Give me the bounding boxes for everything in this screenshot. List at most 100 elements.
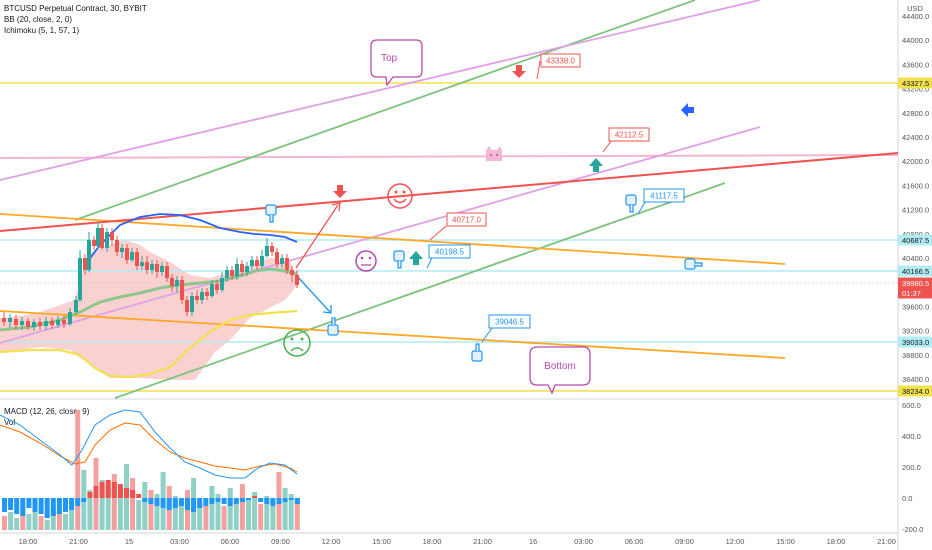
candle-body (190, 296, 194, 312)
macd-histogram-bar (136, 494, 142, 498)
volume-bar (56, 512, 62, 530)
volume-bar (288, 494, 294, 530)
price-level-text: 40687.5 (902, 236, 929, 245)
green-channel-lower[interactable] (114, 182, 726, 399)
projection-down-arrowhead (322, 305, 332, 314)
volume-bar (270, 502, 276, 530)
macd-histogram-bar (44, 498, 50, 518)
candle-body (26, 321, 30, 327)
callout-40717[interactable]: 40717.0 (429, 212, 487, 241)
macd-histogram-bar (32, 498, 38, 512)
macd-histogram-bar (154, 498, 160, 506)
orange-channel-lower[interactable] (0, 310, 786, 359)
price-tick-label: 38400.0 (902, 375, 929, 384)
price-tick-label: 42000.0 (902, 157, 929, 166)
price-tick-label: 44400.0 (902, 12, 929, 21)
volume-bar (221, 506, 227, 530)
svg-text:43338.0: 43338.0 (546, 57, 575, 66)
callout-39046[interactable]: 39046.5 (481, 314, 531, 343)
up-arrow-marker[interactable] (589, 158, 603, 172)
candle-body (280, 258, 284, 264)
macd-histogram-bar (178, 498, 184, 506)
callout-41117[interactable]: 41117.5 (637, 188, 685, 215)
candle-body (205, 292, 209, 296)
volume-bar (32, 510, 38, 530)
hand-pointer-icon[interactable] (684, 258, 703, 270)
macd-histogram-bar (191, 498, 197, 512)
macd-histogram-bar (124, 488, 129, 498)
candle-body (14, 319, 18, 325)
candle-body (96, 228, 100, 246)
macd-histogram-bar (20, 498, 26, 516)
hand-pointer-icon[interactable] (393, 250, 405, 269)
candle-body (170, 278, 174, 286)
hand-pointer-icon[interactable] (471, 343, 483, 362)
candle-body (165, 266, 169, 278)
currency-label: USD (907, 4, 923, 13)
hand-pointer-icon[interactable] (265, 204, 277, 223)
candle-body (56, 320, 60, 325)
time-tick-label: 15 (125, 537, 133, 546)
price-axis[interactable]: 44400.0 44000.0 43600.0 43200.0 42800.0 42400… (902, 12, 929, 384)
volume-indicator-label[interactable]: Vol (4, 418, 16, 427)
macd-histogram-bar (258, 498, 264, 502)
projection-up-arrow[interactable] (295, 204, 339, 269)
candle-body (265, 246, 269, 256)
price-level-badge (898, 77, 932, 89)
bb-indicator-label[interactable]: BB (20, close, 2, 0) (4, 15, 73, 24)
red-trend-line[interactable] (0, 152, 899, 232)
purple-channel-lower[interactable] (0, 126, 761, 344)
down-arrow-marker[interactable] (512, 65, 526, 78)
macd-histogram-bar (93, 486, 99, 498)
macd-histogram-bar (8, 498, 14, 510)
time-axis[interactable]: 18:00 21:00 15 03:00 06:00 09:00 12:00 15:00 18:… (19, 537, 896, 546)
left-arrow-marker[interactable] (681, 103, 694, 117)
macd-indicator-label[interactable]: MACD (12, 26, close, 9) (4, 407, 90, 416)
orange-channel-upper[interactable] (0, 213, 786, 265)
callout-42112[interactable]: 42112.5 (602, 127, 650, 153)
macd-histogram-bar (69, 498, 75, 510)
price-tick-label: 43200.0 (902, 85, 929, 94)
candle-body (290, 270, 294, 275)
candle-body (260, 256, 264, 266)
candle-body (130, 252, 134, 260)
macd-histogram-bar (26, 498, 32, 508)
candle-body (115, 240, 119, 252)
purple-channel-upper[interactable] (0, 0, 761, 181)
candle-body (38, 322, 42, 326)
hand-markers[interactable] (265, 194, 703, 362)
neutral-emoji-icon[interactable] (355, 250, 377, 272)
macd-histogram-bar (105, 480, 111, 498)
macd-histogram-bar (2, 498, 7, 512)
green-channel-upper[interactable] (74, 0, 696, 221)
hand-pointer-icon[interactable] (625, 194, 637, 213)
projection-down-arrow[interactable] (295, 274, 331, 313)
macd-tick-label: 200.0 (902, 463, 921, 472)
macd-histogram-bar (197, 498, 203, 508)
hand-pointer-icon[interactable] (327, 317, 339, 336)
down-arrow-marker[interactable] (333, 185, 347, 198)
cat-emoji-icon[interactable] (486, 146, 502, 161)
macd-histogram-bar (221, 498, 227, 504)
macd-histogram-bar (246, 498, 251, 500)
volume-bar (111, 474, 117, 530)
up-arrow-marker[interactable] (409, 251, 423, 265)
volume-bar (252, 492, 258, 530)
callout-43338[interactable]: 43338.0 (536, 53, 581, 80)
symbol-title[interactable]: BTCUSD Perpetual Contract, 30, BYBIT (4, 4, 147, 13)
pink-level-line[interactable] (0, 154, 899, 159)
candle-body (125, 248, 129, 260)
smile-emoji-icon[interactable] (387, 183, 413, 209)
ichimoku-indicator-label[interactable]: Ichimoku (5, 1, 57, 1) (4, 26, 80, 35)
time-tick-label: 21:00 (877, 537, 896, 546)
macd-line (0, 409, 298, 479)
bottom-bubble[interactable]: Bottom (529, 346, 591, 395)
volume-bar (117, 486, 123, 530)
volume-bar (172, 496, 178, 530)
top-bubble[interactable]: Top (370, 39, 423, 87)
volume-bar (8, 512, 14, 530)
sad-emoji-icon[interactable] (283, 329, 311, 357)
callout-40198[interactable]: 40198.5 (426, 244, 471, 269)
svg-text:42112.5: 42112.5 (615, 131, 644, 140)
